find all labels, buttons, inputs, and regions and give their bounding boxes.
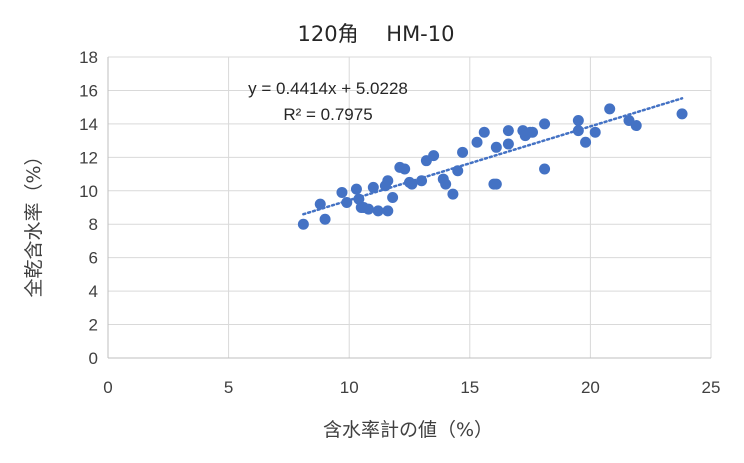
x-tick-label: 5 xyxy=(224,378,233,397)
data-point xyxy=(341,196,353,208)
data-point xyxy=(630,120,642,132)
data-point xyxy=(580,136,592,148)
data-point xyxy=(367,181,379,193)
data-point xyxy=(406,178,418,190)
x-tick-label: 25 xyxy=(702,378,721,397)
tick-labels: 0 2 4 6 8 10 12 14 16 18 0 5 10 15 20 25 xyxy=(79,48,720,397)
data-point xyxy=(399,163,411,175)
data-point xyxy=(539,118,551,130)
data-point xyxy=(471,136,483,148)
data-point xyxy=(336,186,348,198)
data-point xyxy=(589,126,601,138)
data-point xyxy=(490,178,502,190)
data-point xyxy=(440,178,452,190)
x-axis-title: 含水率計の値（%） xyxy=(323,419,493,441)
linear-trendline xyxy=(302,97,684,216)
data-point xyxy=(314,198,326,210)
data-points xyxy=(297,103,688,230)
y-tick-label: 14 xyxy=(79,115,98,134)
data-point xyxy=(490,141,502,153)
chart-title: 120角 HM-10 xyxy=(298,22,455,46)
data-point xyxy=(604,103,616,115)
data-point xyxy=(372,205,384,217)
axes xyxy=(107,56,711,359)
x-tick-label: 20 xyxy=(581,378,600,397)
data-point xyxy=(502,138,514,150)
data-point xyxy=(353,193,365,205)
data-point xyxy=(387,191,399,203)
data-point xyxy=(428,150,440,162)
y-tick-label: 2 xyxy=(89,316,98,335)
y-tick-label: 8 xyxy=(89,215,98,234)
data-point xyxy=(382,205,394,217)
y-tick-label: 0 xyxy=(89,349,98,368)
y-tick-label: 4 xyxy=(89,282,98,301)
r-squared-label: R² = 0.7975 xyxy=(283,105,372,124)
y-tick-label: 18 xyxy=(79,48,98,67)
y-tick-label: 10 xyxy=(79,182,98,201)
trendline-equation: y = 0.4414x + 5.0228 xyxy=(248,79,408,98)
trendline xyxy=(302,97,684,216)
data-point xyxy=(319,213,331,225)
data-point xyxy=(452,165,464,177)
data-point xyxy=(676,108,688,120)
data-point xyxy=(350,183,362,195)
y-tick-label: 6 xyxy=(89,249,98,268)
y-tick-label: 12 xyxy=(79,148,98,167)
data-point xyxy=(572,115,584,127)
x-tick-label: 0 xyxy=(103,378,112,397)
data-point xyxy=(382,175,394,187)
data-point xyxy=(447,188,459,200)
data-point xyxy=(297,218,309,230)
x-tick-label: 15 xyxy=(460,378,479,397)
y-axis-title: 全乾含水率（%） xyxy=(23,146,45,297)
x-tick-label: 10 xyxy=(340,378,359,397)
data-point xyxy=(362,203,374,215)
data-point xyxy=(572,125,584,137)
y-tick-label: 16 xyxy=(79,81,98,100)
data-point xyxy=(416,175,428,187)
data-point xyxy=(502,125,514,137)
data-point xyxy=(527,126,539,138)
data-point xyxy=(478,126,490,138)
data-point xyxy=(457,146,469,158)
data-point xyxy=(539,163,551,175)
